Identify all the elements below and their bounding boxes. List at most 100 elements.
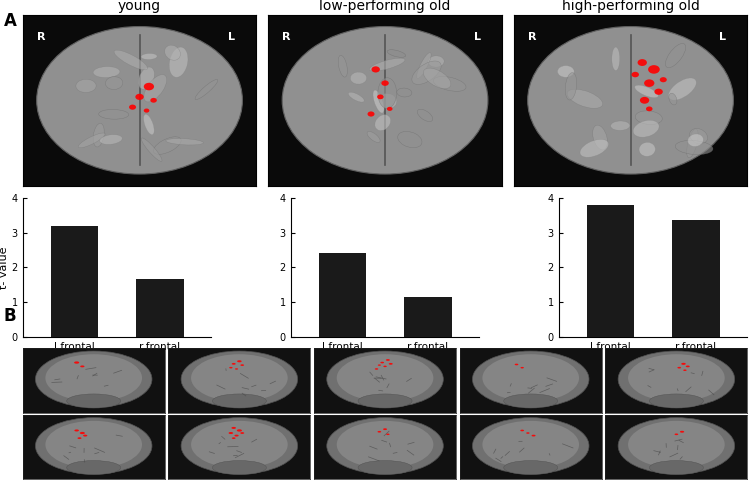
Circle shape [520,367,524,368]
Ellipse shape [668,78,696,100]
Circle shape [637,59,647,66]
Ellipse shape [327,418,443,474]
Circle shape [129,105,136,110]
Circle shape [532,435,535,437]
Text: R: R [282,31,291,42]
Ellipse shape [144,75,167,102]
Circle shape [680,431,684,433]
Ellipse shape [374,115,390,131]
Text: R: R [37,31,45,42]
Ellipse shape [337,354,433,402]
Bar [673,220,720,337]
Ellipse shape [418,109,433,121]
Bar [137,279,183,337]
Ellipse shape [66,394,121,408]
Ellipse shape [635,85,658,98]
Ellipse shape [398,132,422,148]
Ellipse shape [138,67,155,89]
Ellipse shape [169,47,188,77]
Ellipse shape [191,421,288,468]
Ellipse shape [282,27,488,174]
Circle shape [683,369,686,371]
Title: young: young [118,0,161,14]
Circle shape [240,364,244,366]
Ellipse shape [337,421,433,468]
Ellipse shape [79,133,105,148]
Circle shape [232,427,236,429]
Ellipse shape [181,418,297,474]
Text: A: A [4,12,17,30]
Ellipse shape [35,418,152,474]
Ellipse shape [369,58,405,71]
Circle shape [387,107,393,111]
Circle shape [378,364,381,366]
Ellipse shape [688,134,704,147]
Ellipse shape [567,89,602,108]
Circle shape [389,363,393,365]
Ellipse shape [473,418,589,474]
Ellipse shape [153,137,181,154]
Circle shape [232,438,236,439]
Circle shape [515,363,519,365]
Ellipse shape [412,61,441,84]
Circle shape [381,362,384,363]
Ellipse shape [593,125,608,150]
Bar [587,205,633,337]
Ellipse shape [45,421,142,468]
Ellipse shape [93,123,104,147]
Circle shape [74,362,79,363]
Circle shape [143,83,154,91]
Circle shape [677,367,681,368]
Ellipse shape [37,27,242,174]
Circle shape [526,432,529,434]
Ellipse shape [141,138,162,161]
Ellipse shape [66,461,121,475]
Ellipse shape [165,45,180,60]
Ellipse shape [106,76,123,90]
Ellipse shape [669,93,677,105]
Ellipse shape [565,73,577,100]
Text: L: L [229,31,236,42]
Circle shape [660,77,667,82]
Circle shape [229,432,233,434]
Circle shape [230,367,233,368]
Circle shape [374,368,378,370]
Ellipse shape [482,421,579,468]
Ellipse shape [373,90,384,113]
Text: B: B [4,307,17,325]
Circle shape [383,428,387,430]
Circle shape [640,97,649,104]
Ellipse shape [633,120,659,137]
Ellipse shape [358,394,412,408]
Bar [405,297,451,337]
Ellipse shape [504,461,558,475]
Title: low-performing old: low-performing old [319,0,451,14]
Circle shape [646,106,652,111]
Ellipse shape [649,461,704,475]
Bar [51,226,97,337]
Ellipse shape [379,93,397,108]
Ellipse shape [76,79,96,92]
Ellipse shape [367,132,380,142]
Ellipse shape [618,418,735,474]
Ellipse shape [580,139,609,157]
Ellipse shape [528,27,733,174]
Circle shape [655,89,663,95]
Circle shape [381,80,389,86]
Circle shape [240,432,244,434]
Ellipse shape [689,129,707,144]
Title: high-performing old: high-performing old [562,0,699,14]
Ellipse shape [611,121,630,130]
Circle shape [686,365,690,367]
Ellipse shape [212,394,267,408]
Ellipse shape [424,68,451,89]
Circle shape [150,98,157,103]
Ellipse shape [166,138,203,145]
Ellipse shape [141,53,157,60]
Ellipse shape [143,114,154,135]
Ellipse shape [387,50,405,57]
Circle shape [80,432,85,434]
Ellipse shape [649,394,704,408]
Circle shape [75,429,79,432]
Ellipse shape [612,47,620,71]
